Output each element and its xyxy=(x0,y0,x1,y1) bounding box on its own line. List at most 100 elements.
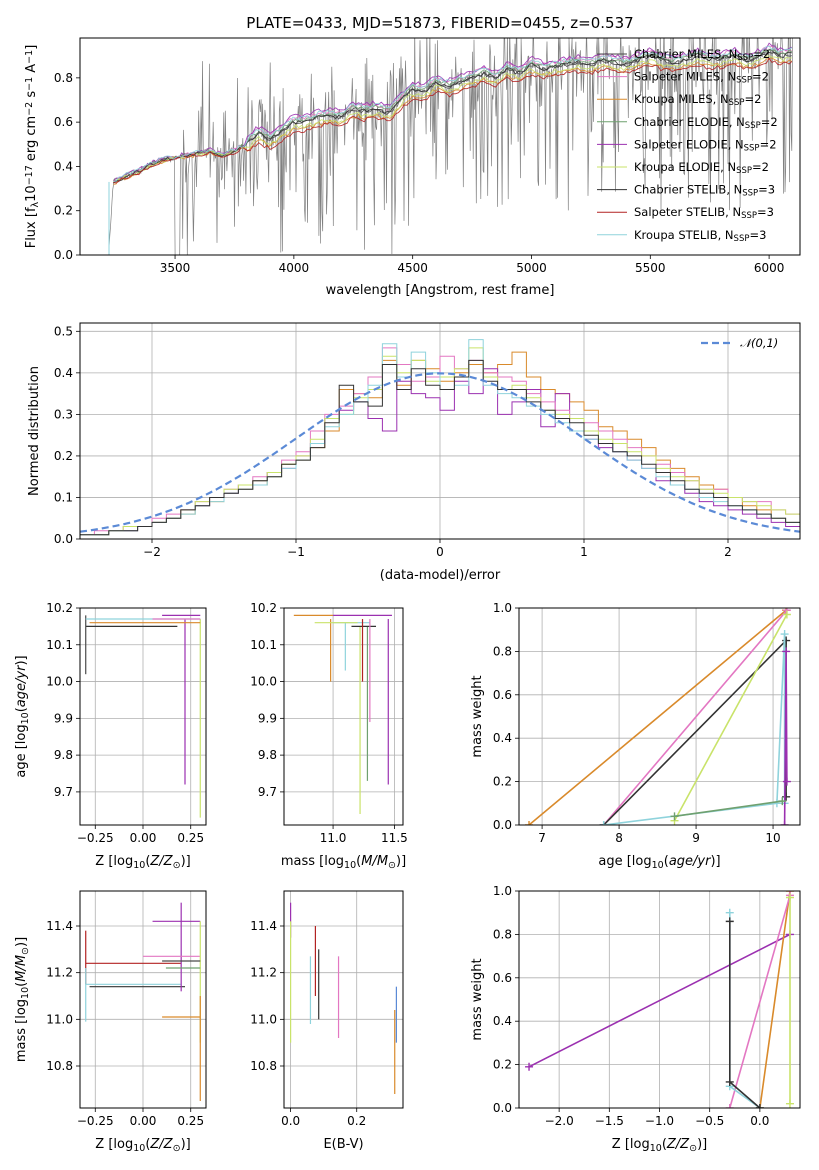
y-tick-label: 10.1 xyxy=(250,638,277,652)
x-axis-label: Z [log10(Z/Z⊙)] xyxy=(95,1137,190,1154)
histogram-plot-area xyxy=(80,339,800,539)
x-tick-label: 2 xyxy=(724,545,732,559)
histogram-ylabel: Normed distribution xyxy=(27,366,42,496)
y-tick-label: 0.8 xyxy=(54,71,73,85)
legend-name: Kroupa ELODIE, N xyxy=(634,160,736,174)
label-part: )] xyxy=(14,655,29,665)
y-tick-label: 10.2 xyxy=(250,601,277,615)
label-part: Z/Z xyxy=(149,854,173,869)
label-part: ⊙ xyxy=(20,947,31,955)
weight-series-3 xyxy=(673,614,788,822)
legend-entry-8: Kroupa STELIB, NSSP=3 xyxy=(634,228,766,244)
label-part: ( xyxy=(14,707,29,712)
label-part: A xyxy=(24,64,39,77)
x-tick-label: 11.0 xyxy=(320,831,347,845)
legend-entry-6: Chabrier STELIB, NSSP=3 xyxy=(634,183,775,199)
weight-point-4-0 xyxy=(725,908,734,917)
spectrum-ylabel: Flux [fλ10−17 erg cm−2 s−1 A−1] xyxy=(24,45,41,249)
y-tick-label: 0.2 xyxy=(493,775,512,789)
label-part: 10 xyxy=(344,860,356,871)
legend-entry-0: Chabrier MILES, NSSP=2 xyxy=(634,47,770,63)
x-axis-label: E(B-V) xyxy=(323,1137,363,1152)
weight-point-3-0 xyxy=(785,1099,794,1108)
x-tick-label: 0.2 xyxy=(347,1114,366,1128)
axes-frame xyxy=(79,607,207,826)
label-part: ( xyxy=(356,854,361,869)
spectrum-xlabel: wavelength [Angstrom, rest frame] xyxy=(326,283,555,298)
x-tick-label: 0.0 xyxy=(281,1114,300,1128)
x-tick-label: 3500 xyxy=(160,261,191,275)
y-tick-label: 9.7 xyxy=(54,785,73,799)
x-tick-label: 0.25 xyxy=(177,831,204,845)
y-axis-label: mass weight xyxy=(470,958,485,1040)
y-tick-label: 0.2 xyxy=(54,204,73,218)
label-part: Z [log xyxy=(612,1137,650,1152)
label-part: )] xyxy=(181,1137,191,1152)
label-part: erg cm xyxy=(24,116,39,165)
legend-name: Chabrier ELODIE, N xyxy=(634,115,745,129)
y-tick-label: 0.4 xyxy=(493,731,512,745)
x-tick-label: −2 xyxy=(143,545,161,559)
y-tick-label: 10.0 xyxy=(46,675,73,689)
x-tick-label: 8 xyxy=(615,831,623,845)
legend-count: =2 xyxy=(744,92,761,106)
y-tick-label: 0.1 xyxy=(54,490,73,504)
weight-series-2 xyxy=(603,638,787,825)
x-axis-label: mass [log10(M/M⊙)] xyxy=(281,854,406,871)
axes-frame xyxy=(518,890,801,1109)
x-tick-label: 4000 xyxy=(279,261,310,275)
model-spectrum-5 xyxy=(113,55,792,182)
x-axis-label: Z [log10(Z/Z⊙)] xyxy=(612,1137,707,1154)
axes-frame xyxy=(79,322,801,540)
y-tick-label: 10.1 xyxy=(46,638,73,652)
legend-entry-1: Salpeter MILES, NSSP=2 xyxy=(634,70,769,86)
label-part: mass [log xyxy=(281,854,344,869)
legend-sub: SSP xyxy=(741,211,757,221)
label-part: 10 xyxy=(652,860,664,871)
label-part: age [log xyxy=(598,854,651,869)
label-part: ( xyxy=(14,982,29,987)
legend-sub: SSP xyxy=(734,234,750,244)
label-part: Flux [f xyxy=(24,207,39,248)
plot-area xyxy=(85,902,201,1101)
weight-series-1 xyxy=(603,609,788,825)
weight-series-0 xyxy=(528,609,787,825)
y-tick-label: 0.2 xyxy=(54,449,73,463)
y-tick-label: 0.0 xyxy=(54,532,73,546)
legend-name: Salpeter MILES, N xyxy=(634,70,736,84)
weight-point-5-0 xyxy=(780,821,789,825)
y-tick-label: 0.6 xyxy=(493,971,512,985)
label-part: 10 xyxy=(20,987,31,999)
model-spectrum-6 xyxy=(113,51,793,184)
weight-point-4-1 xyxy=(772,799,781,808)
label-part: )] xyxy=(181,854,191,869)
label-part: −2 xyxy=(24,102,35,116)
label-part: M/M xyxy=(14,955,29,982)
label-part: M/M xyxy=(361,854,388,869)
legend-entry-4: Salpeter ELODIE, NSSP=2 xyxy=(634,137,777,153)
plot-area xyxy=(85,614,201,818)
x-tick-label: 4500 xyxy=(397,261,428,275)
label-part: −1 xyxy=(24,50,35,64)
weight-point-2-2 xyxy=(782,792,791,801)
label-part: ( xyxy=(145,1137,150,1152)
weight-point-6-1 xyxy=(778,797,787,806)
axes-frame xyxy=(283,607,404,826)
weight-point-0-0 xyxy=(525,821,534,825)
y-tick-label: 11.4 xyxy=(250,919,277,933)
label-part: Z [log xyxy=(95,854,133,869)
x-tick-label: −0.25 xyxy=(77,1114,114,1128)
x-tick-label: −0.25 xyxy=(77,831,114,845)
label-part: age/yr xyxy=(669,854,712,869)
legend-sub: SSP xyxy=(729,98,745,108)
label-part: )] xyxy=(14,937,29,947)
x-tick-label: 9 xyxy=(692,831,700,845)
label-part: 10 xyxy=(133,860,145,871)
legend-count: =2 xyxy=(760,137,777,151)
x-tick-label: 6000 xyxy=(754,261,785,275)
y-tick-label: 0.6 xyxy=(493,688,512,702)
legend-count: =3 xyxy=(749,228,766,242)
age-vs-metallicity-panel: −0.25 0.00 0.25 9.7 9.8 9.9 10.0 10.1 10.2 Z [log… xyxy=(14,601,207,871)
